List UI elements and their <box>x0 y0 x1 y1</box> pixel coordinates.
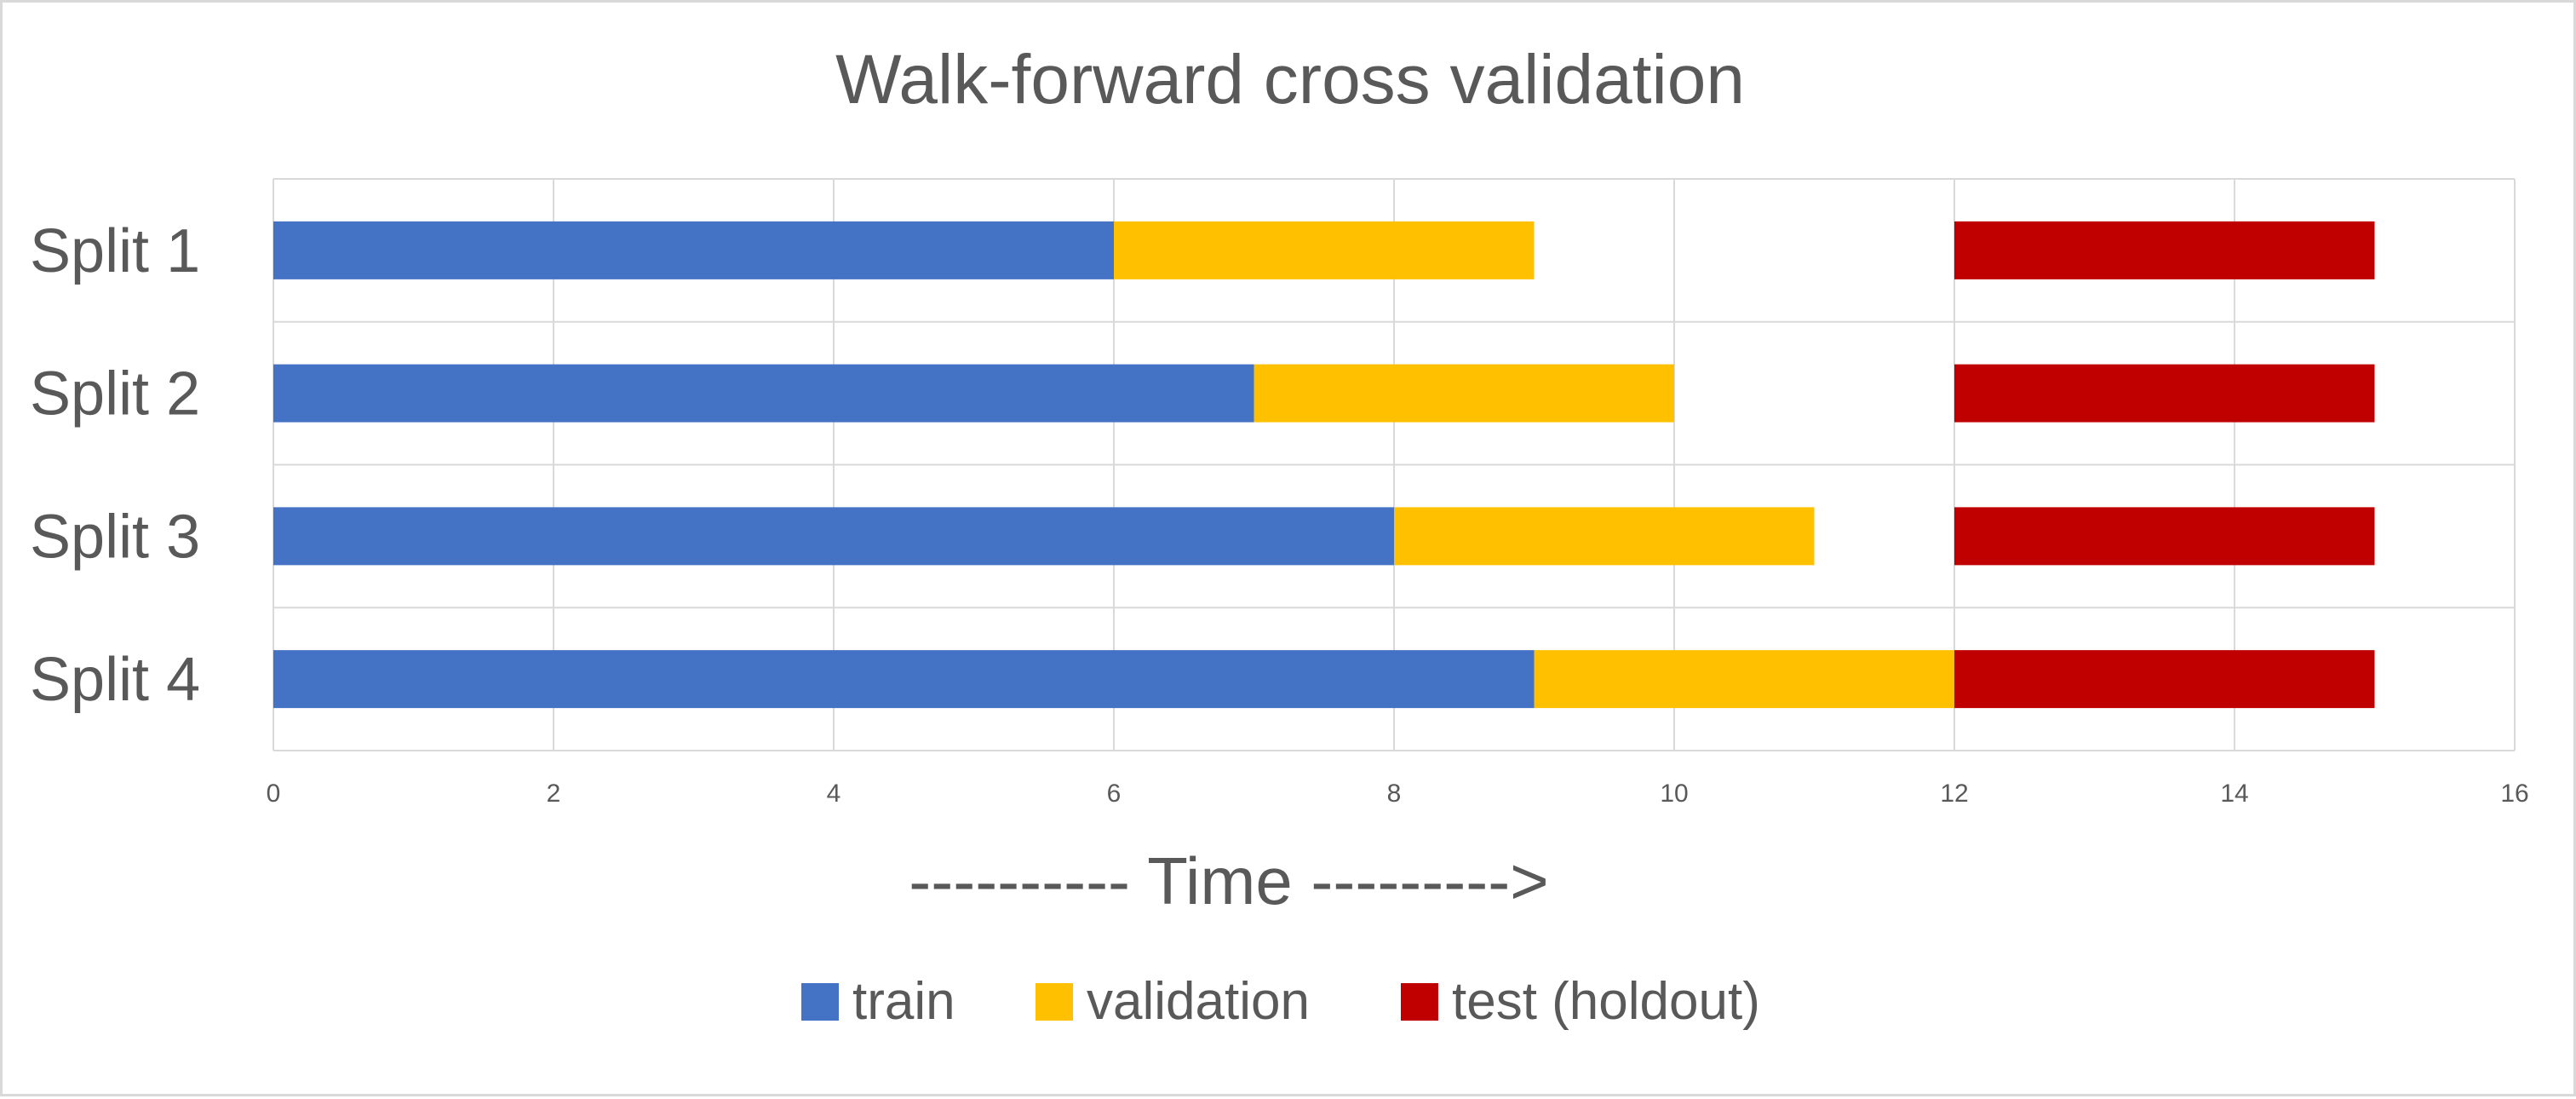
legend-label: train <box>852 972 955 1031</box>
bar-segment-train-split-1 <box>273 221 1114 279</box>
x-tick-label: 0 <box>267 780 281 808</box>
legend-swatch <box>1401 983 1438 1021</box>
bar-segment-test-split-1 <box>1954 221 2375 279</box>
bar-segment-train-split-4 <box>273 650 1535 709</box>
walk-forward-chart: 0 2 4 6 8 10 12 14 16 Split 1 Split 2 Split 3 Split … <box>30 41 2529 1031</box>
bar-segment-validation-split-1 <box>1114 221 1535 279</box>
x-tick-label: 8 <box>1387 780 1402 808</box>
category-label: Split 2 <box>30 360 200 429</box>
bar-segment-validation-split-4 <box>1534 650 1954 709</box>
bar-segment-validation-split-3 <box>1394 507 1815 566</box>
labels-layer: 0 2 4 6 8 10 12 14 16 Split 1 Split 2 Split 3 Split … <box>30 217 2529 808</box>
x-tick-label: 2 <box>547 780 561 808</box>
x-tick-label: 12 <box>1940 780 1968 808</box>
x-tick-label: 10 <box>1660 780 1688 808</box>
bar-segment-test-split-3 <box>1954 507 2375 566</box>
legend-label: validation <box>1087 972 1310 1031</box>
grid-layer <box>273 178 2516 751</box>
x-tick-label: 14 <box>2220 780 2248 808</box>
legend-label: test (holdout) <box>1452 972 1760 1031</box>
bar-segment-train-split-2 <box>273 364 1254 423</box>
x-tick-label: 4 <box>827 780 841 808</box>
legend-swatch <box>1036 983 1073 1021</box>
legend-swatch <box>801 983 839 1021</box>
chart-title: Walk-forward cross validation <box>835 41 1745 118</box>
bar-segment-test-split-2 <box>1954 364 2375 423</box>
x-tick-label: 6 <box>1107 780 1122 808</box>
category-label: Split 4 <box>30 646 200 714</box>
legend: train validation test (holdout) <box>801 972 1760 1031</box>
bar-segment-validation-split-2 <box>1254 364 1674 423</box>
bar-segment-train-split-3 <box>273 507 1394 566</box>
category-label: Split 1 <box>30 217 200 285</box>
x-axis-label: ---------- Time ---------> <box>909 843 1548 918</box>
bars-layer <box>273 221 2375 709</box>
category-label: Split 3 <box>30 503 200 571</box>
x-tick-label: 16 <box>2500 780 2528 808</box>
bar-segment-test-split-4 <box>1954 650 2375 709</box>
